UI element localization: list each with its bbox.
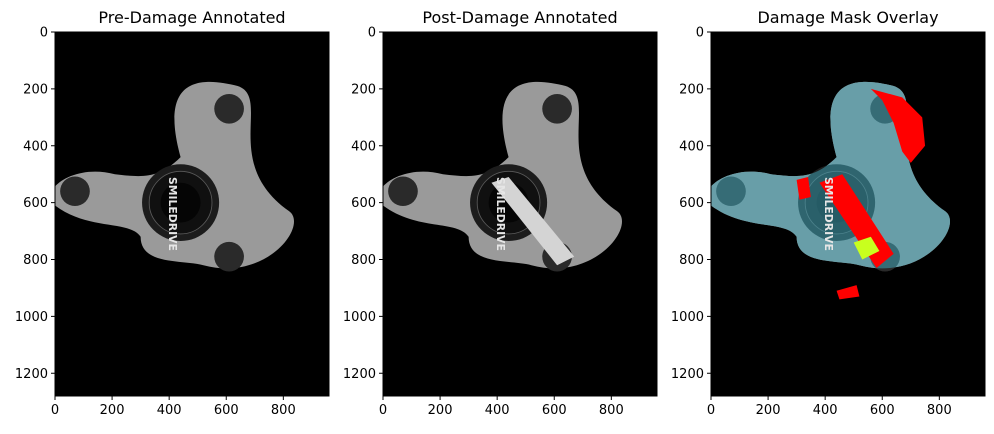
y-tick-label: 800 (679, 253, 704, 268)
y-tick-label: 1200 (343, 367, 376, 382)
device-image: SMILEDRIVE (711, 81, 951, 300)
x-tick-label: 400 (485, 403, 510, 418)
device-image: SMILEDRIVE (55, 81, 295, 272)
x-tick-label: 600 (542, 403, 567, 418)
y-tick-label: 200 (679, 82, 704, 97)
device-label: SMILEDRIVE (166, 177, 179, 251)
x-tick-label: 0 (707, 403, 715, 418)
x-tick-label: 800 (271, 403, 296, 418)
y-tick-label: 600 (351, 196, 376, 211)
panel-title: Pre-Damage Annotated (98, 8, 285, 27)
damage-region (870, 88, 926, 163)
y-tick-label: 400 (679, 139, 704, 154)
axes-frame (710, 31, 986, 397)
x-tick-label: 200 (756, 403, 781, 418)
x-tick-label: 400 (157, 403, 182, 418)
y-tick-label: 600 (23, 196, 48, 211)
x-tick-label: 200 (428, 403, 453, 418)
x-tick-label: 800 (599, 403, 624, 418)
x-tick-label: 400 (813, 403, 838, 418)
panel-title: Post-Damage Annotated (422, 8, 617, 27)
y-tick-label: 0 (696, 26, 704, 41)
damage-strip (491, 177, 575, 266)
image-area: SMILEDRIVE (55, 32, 329, 396)
axes-frame (54, 31, 330, 397)
image-area: SMILEDRIVE (383, 32, 657, 396)
panel-1: Pre-Damage Annotated SMILEDRIVE 0 200 400 600… (15, 8, 330, 418)
y-tick-label: 1000 (671, 310, 704, 325)
y-tick-label: 600 (679, 196, 704, 211)
y-tick-label: 800 (23, 253, 48, 268)
device-image: SMILEDRIVE (383, 81, 623, 272)
panel-2: Post-Damage Annotated SMILEDRIVE 0 200 400 60… (343, 8, 658, 418)
x-tick-label: 0 (51, 403, 59, 418)
y-tick-label: 400 (351, 139, 376, 154)
device-label: SMILEDRIVE (494, 177, 507, 251)
panel-title: Damage Mask Overlay (757, 8, 938, 27)
y-tick-label: 1200 (671, 367, 704, 382)
x-tick-label: 600 (870, 403, 895, 418)
image-area: SMILEDRIVE (711, 32, 985, 396)
y-tick-label: 400 (23, 139, 48, 154)
x-tick-label: 800 (927, 403, 952, 418)
x-tick-label: 200 (100, 403, 125, 418)
y-tick-label: 1000 (343, 310, 376, 325)
y-tick-label: 1200 (15, 367, 48, 382)
y-tick-label: 800 (351, 253, 376, 268)
y-tick-label: 0 (368, 26, 376, 41)
y-tick-label: 200 (351, 82, 376, 97)
highlight-region (853, 236, 880, 260)
panel-3: Damage Mask Overlay SMILEDRIVE 0 200 400 600 8… (671, 8, 986, 418)
x-tick-label: 600 (214, 403, 239, 418)
axes-frame (382, 31, 658, 397)
x-tick-label: 0 (379, 403, 387, 418)
y-tick-label: 1000 (15, 310, 48, 325)
y-tick-label: 0 (40, 26, 48, 41)
device-label: SMILEDRIVE (822, 177, 835, 251)
y-tick-label: 200 (23, 82, 48, 97)
